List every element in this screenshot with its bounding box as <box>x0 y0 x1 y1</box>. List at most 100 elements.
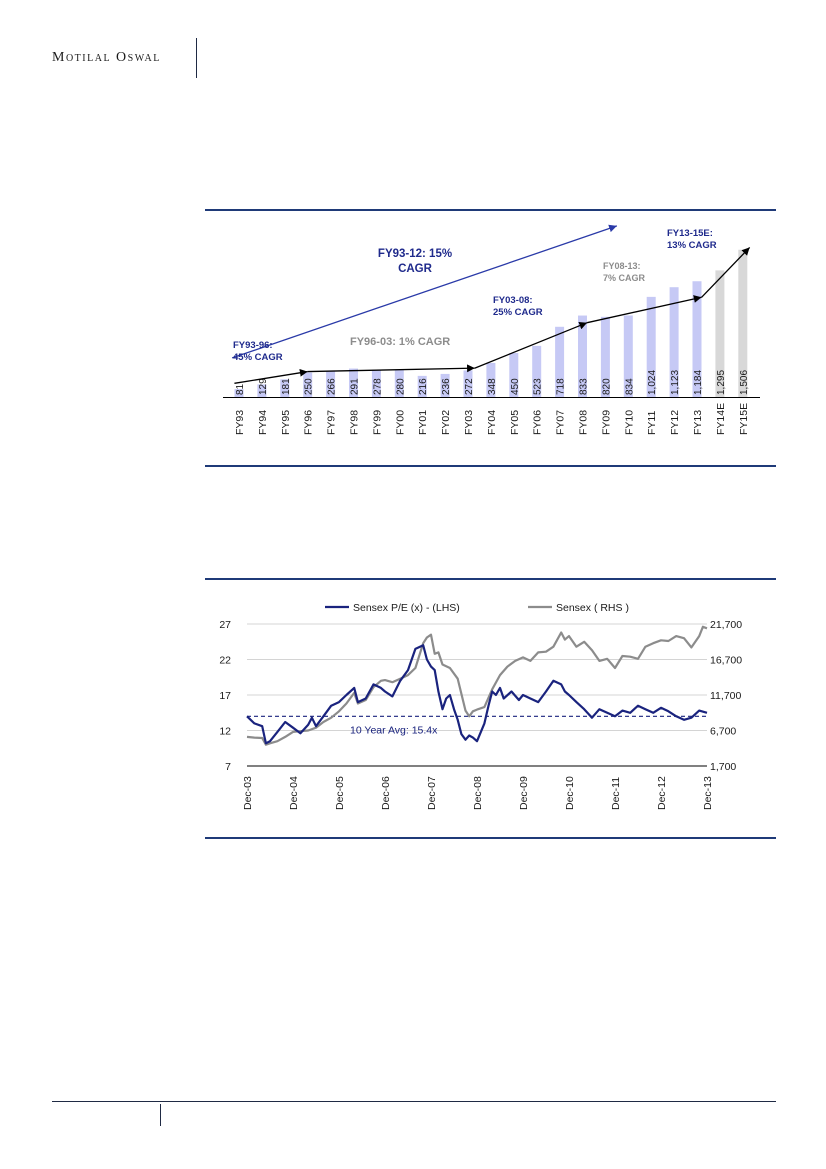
x-tick-label: Dec-06 <box>380 776 392 810</box>
trend-arrow-fy08-13 <box>586 295 702 324</box>
bar-fy02 <box>440 373 450 397</box>
bar-fy04 <box>486 362 496 397</box>
x-tick-label: Dec-13 <box>702 776 714 810</box>
bar-fy94 <box>257 384 267 397</box>
cagr-annotation: 45% CAGR <box>233 352 283 363</box>
x-tick-label: FY13 <box>692 410 704 435</box>
bar-value-label: 1,295 <box>716 370 727 395</box>
bar-value-label: 1,184 <box>693 370 704 395</box>
y-right-tick-label: 21,700 <box>710 619 742 631</box>
cagr-annotation: FY93-12: 15% <box>378 248 452 260</box>
series-line-sensex <box>246 625 708 746</box>
x-tick-label: FY03 <box>463 410 475 435</box>
x-tick-label: FY93 <box>234 410 246 435</box>
bar-value-label: 216 <box>418 378 429 395</box>
bar-value-label: 718 <box>556 378 567 395</box>
bar-value-label: 834 <box>624 378 635 395</box>
bar-chart-canvas: 81 FY93 129 FY94 181 FY95 250 FY96 266 FY97 291 FY9… <box>223 224 760 435</box>
pe-line-chart: 27 21,700 22 16,700 17 11,700 12 6,700 7 1,700 Dec… <box>205 578 776 839</box>
y-right-tick-label: 16,700 <box>710 655 742 667</box>
x-tick-label: Dec-10 <box>564 776 576 810</box>
bar-fy11 <box>646 296 656 397</box>
x-tick-label: FY12 <box>669 410 681 435</box>
x-tick-label: FY94 <box>257 410 269 435</box>
bar-fy93 <box>234 389 244 397</box>
bar-value-label: 129 <box>258 378 269 395</box>
bar-value-label: 181 <box>281 378 292 395</box>
y-right-tick-label: 1,700 <box>710 761 736 773</box>
x-tick-label: Dec-04 <box>288 776 300 810</box>
bar-fy96 <box>303 372 313 397</box>
bar-value-label: 236 <box>441 378 452 395</box>
x-tick-label: FY98 <box>349 410 361 435</box>
bar-value-label: 450 <box>510 378 521 395</box>
bar-value-label: 272 <box>464 378 475 395</box>
bar-fy01 <box>417 375 427 397</box>
x-tick-label: Dec-05 <box>334 776 346 810</box>
x-tick-label: Dec-09 <box>518 776 530 810</box>
trend-arrow-fy93-12 <box>231 224 618 359</box>
chart-top-border <box>205 209 776 211</box>
bar-value-label: 250 <box>304 378 315 395</box>
bar-fy03 <box>463 370 473 397</box>
bar-value-label: 523 <box>533 378 544 395</box>
bar-value-label: 291 <box>350 378 361 395</box>
bar-fy98 <box>349 368 358 397</box>
x-tick-label: FY08 <box>578 410 590 435</box>
brand-logo: Motilal Oswal <box>52 50 161 65</box>
bar-value-label: 266 <box>327 378 338 395</box>
y-left-tick-label: 22 <box>219 655 231 667</box>
x-tick-label: FY06 <box>532 410 544 435</box>
x-tick-label: FY14E <box>715 403 727 435</box>
y-right-tick-label: 6,700 <box>710 726 736 738</box>
x-tick-label: FY10 <box>623 410 635 435</box>
bar-value-label: 1,506 <box>739 370 750 395</box>
bar-fy12 <box>669 287 679 397</box>
cagr-annotation: FY03-08: <box>493 295 533 306</box>
cagr-annotation: 25% CAGR <box>493 307 543 318</box>
cagr-annotation: CAGR <box>398 263 433 275</box>
x-tick-label: Dec-11 <box>610 777 622 810</box>
bar-fy95 <box>280 379 290 397</box>
legend-label: Sensex ( RHS ) <box>556 602 629 614</box>
trend-arrow-fy96-03 <box>307 364 475 373</box>
chart-top-border <box>205 578 776 580</box>
earnings-bar-chart: 81 FY93 129 FY94 181 FY95 250 FY96 266 FY97 291 FY9… <box>205 209 776 467</box>
x-tick-label: FY99 <box>371 410 383 435</box>
x-tick-label: FY09 <box>600 410 612 435</box>
reference-line-label: 10 Year Avg: 15.4x <box>350 724 438 736</box>
bar-value-label: 278 <box>372 378 383 395</box>
x-tick-label: FY02 <box>440 410 452 435</box>
bar-value-label: 1,024 <box>647 370 658 395</box>
bar-fy10 <box>623 315 633 397</box>
cagr-annotation: FY93-96: <box>233 340 273 351</box>
x-tick-label: Dec-03 <box>242 776 254 810</box>
bar-value-label: 820 <box>601 378 612 395</box>
trend-arrow-fy93-96 <box>234 368 308 384</box>
trend-arrow-fy13-15e <box>701 246 751 298</box>
trend-arrow-fy03-08 <box>474 322 588 369</box>
y-left-tick-label: 27 <box>219 619 231 631</box>
line-chart-canvas: 27 21,700 22 16,700 17 11,700 12 6,700 7 1,700 Dec… <box>219 602 742 810</box>
x-tick-label: FY01 <box>417 410 429 435</box>
cagr-annotation: FY13-15E: <box>667 228 713 239</box>
x-tick-label: Dec-07 <box>426 776 438 810</box>
bar-fy09 <box>600 316 610 397</box>
x-tick-label: FY04 <box>486 410 498 435</box>
y-left-tick-label: 12 <box>219 726 231 738</box>
bar-fy06 <box>532 345 542 397</box>
bar-value-label: 81 <box>235 383 246 395</box>
bar-fy13 <box>692 281 702 397</box>
x-tick-label: Dec-08 <box>472 776 484 810</box>
bar-fy14e <box>715 270 725 397</box>
legend-label: Sensex P/E (x) - (LHS) <box>353 602 460 614</box>
bar-fy05 <box>509 353 519 397</box>
x-tick-label: FY05 <box>509 410 521 435</box>
x-tick-label: FY95 <box>280 410 292 435</box>
series-line-pe <box>246 644 708 745</box>
bar-fy15e <box>738 249 748 397</box>
cagr-annotation: FY08-13: <box>603 261 641 271</box>
bar-fy00 <box>394 369 404 397</box>
cagr-annotation: 13% CAGR <box>667 240 717 251</box>
chart-bottom-border <box>205 837 776 839</box>
